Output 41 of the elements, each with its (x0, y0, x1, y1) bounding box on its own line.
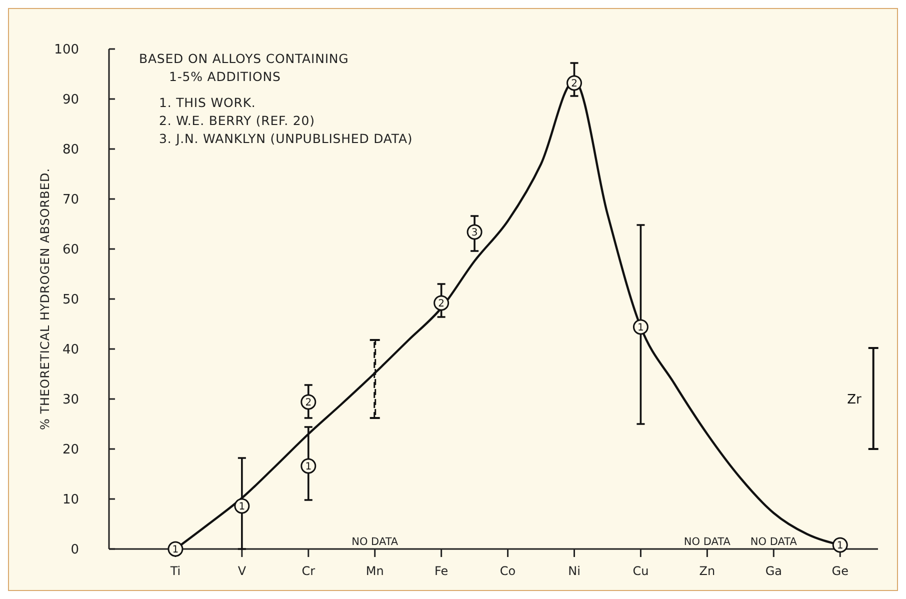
series-label: 2 (305, 398, 312, 408)
y-tick-label: 60 (62, 242, 79, 258)
y-tick-label: 70 (62, 192, 79, 208)
x-tick-label: Cu (632, 564, 649, 578)
y-tick-label: 100 (54, 42, 79, 58)
text: 1 (638, 322, 644, 334)
y-axis-title: % THEORETICAL HYDROGEN ABSORBED. (38, 168, 52, 430)
text: 1 (238, 502, 246, 512)
y-tick-label: 40 (62, 342, 79, 358)
series-label: 3 (471, 228, 478, 238)
y-tick-label: 50 (62, 292, 79, 308)
text: 1 (172, 544, 179, 556)
annotation: BASED ON ALLOYS CONTAINING (139, 51, 349, 66)
x-tick-label: Zn (699, 564, 716, 578)
annotation: NO DATA (684, 536, 732, 548)
x-tick-label: Ni (568, 564, 580, 578)
x-tick-label: V (238, 564, 247, 578)
annotation: 2. W.E. BERRY (REF. 20) (159, 113, 315, 128)
y-tick-label: 0 (70, 542, 79, 558)
series-label: Zr (847, 392, 862, 408)
x-tick-label: Fe (434, 564, 448, 578)
y-tick-label: 90 (62, 92, 79, 108)
annotation: NO DATA (352, 536, 399, 548)
text: 2 (438, 298, 445, 310)
annotation: 3. J.N. WANKLYN (UNPUBLISHED DATA) (159, 131, 413, 146)
x-tick-label: Cr (302, 564, 316, 578)
text: 1 (836, 540, 844, 552)
series-label: 1 (305, 462, 312, 472)
annotation: 1-5% ADDITIONS (169, 69, 281, 84)
annotation: NO DATA (750, 536, 798, 548)
x-tick-label: Ti (169, 564, 181, 578)
x-tick-label: Ge (832, 564, 848, 578)
y-tick-label: 20 (62, 442, 79, 458)
y-tick-label: 30 (62, 392, 79, 408)
text: 2 (571, 78, 578, 90)
y-tick-label: 80 (62, 142, 79, 158)
x-tick-label: Co (500, 564, 516, 578)
y-tick-label: 10 (62, 492, 79, 508)
x-tick-label: Ga (765, 564, 782, 578)
x-tick-label: Mn (366, 564, 384, 578)
annotation: 1. THIS WORK. (159, 95, 256, 110)
